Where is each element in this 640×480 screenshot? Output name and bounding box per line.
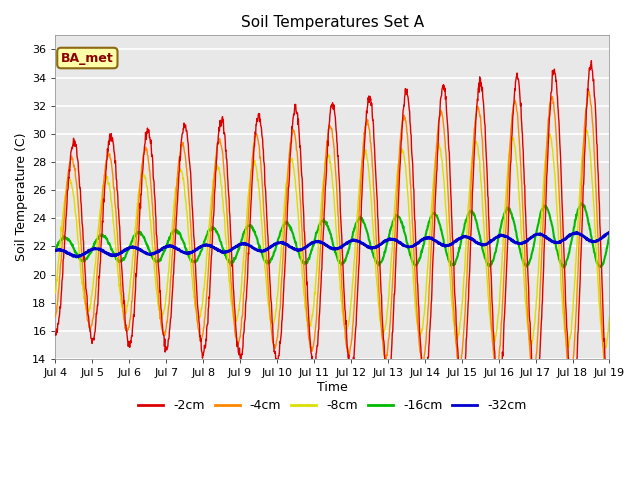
Title: Soil Temperatures Set A: Soil Temperatures Set A [241, 15, 424, 30]
Text: BA_met: BA_met [61, 51, 114, 64]
Legend: -2cm, -4cm, -8cm, -16cm, -32cm: -2cm, -4cm, -8cm, -16cm, -32cm [133, 395, 532, 418]
Y-axis label: Soil Temperature (C): Soil Temperature (C) [15, 133, 28, 262]
X-axis label: Time: Time [317, 381, 348, 394]
